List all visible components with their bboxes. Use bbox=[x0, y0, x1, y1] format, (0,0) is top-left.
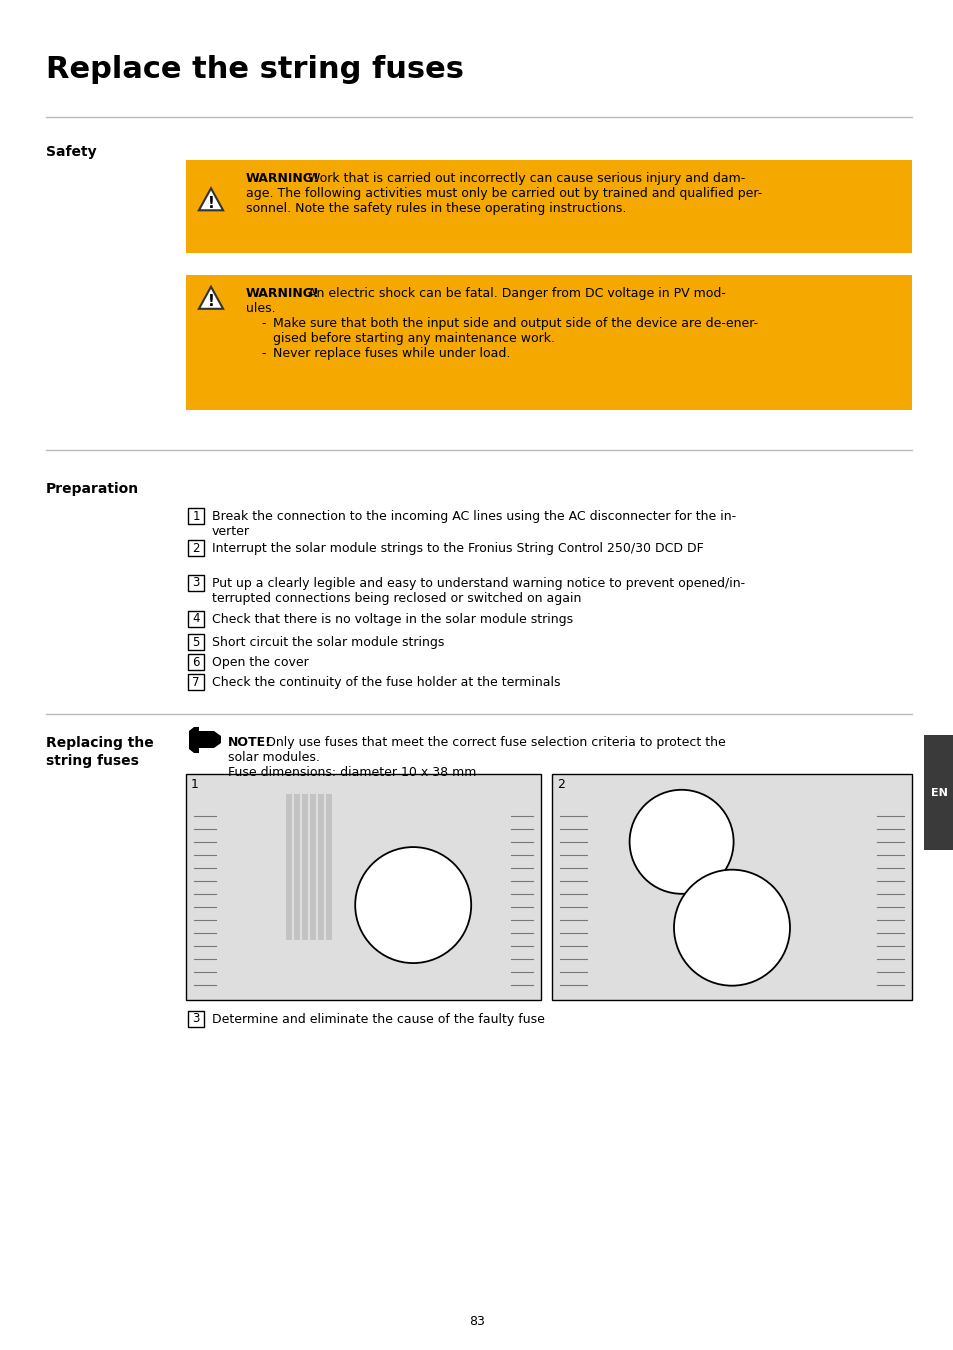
Text: sonnel. Note the safety rules in these operating instructions.: sonnel. Note the safety rules in these o… bbox=[246, 202, 626, 215]
Text: 1: 1 bbox=[191, 778, 198, 791]
Text: Short circuit the solar module strings: Short circuit the solar module strings bbox=[212, 636, 444, 649]
Bar bbox=[188, 508, 204, 524]
Text: 3: 3 bbox=[193, 576, 199, 590]
Text: ules.: ules. bbox=[246, 302, 275, 315]
Polygon shape bbox=[198, 286, 223, 309]
Circle shape bbox=[673, 869, 789, 985]
Polygon shape bbox=[198, 188, 223, 211]
Bar bbox=[188, 612, 204, 626]
Text: Interrupt the solar module strings to the Fronius String Control 250/30 DCD DF: Interrupt the solar module strings to th… bbox=[212, 541, 703, 555]
Text: !: ! bbox=[208, 294, 214, 309]
Polygon shape bbox=[189, 728, 221, 753]
Text: Make sure that both the input side and output side of the device are de-ener-: Make sure that both the input side and o… bbox=[273, 317, 758, 329]
Text: solar modules.: solar modules. bbox=[228, 751, 319, 764]
Circle shape bbox=[355, 846, 471, 963]
Text: An electric shock can be fatal. Danger from DC voltage in PV mod-: An electric shock can be fatal. Danger f… bbox=[304, 288, 725, 300]
Bar bbox=[294, 794, 299, 940]
Bar bbox=[188, 653, 204, 670]
Circle shape bbox=[629, 790, 733, 894]
Bar bbox=[188, 1011, 204, 1027]
Text: Replacing the: Replacing the bbox=[46, 736, 153, 751]
Text: 1: 1 bbox=[193, 509, 199, 522]
Text: gised before starting any maintenance work.: gised before starting any maintenance wo… bbox=[273, 332, 555, 346]
Bar bbox=[310, 794, 315, 940]
Bar bbox=[188, 674, 204, 690]
Text: NOTE!: NOTE! bbox=[228, 736, 272, 749]
Text: string fuses: string fuses bbox=[46, 755, 139, 768]
Bar bbox=[188, 540, 204, 556]
Bar bbox=[186, 275, 911, 410]
Text: -: - bbox=[261, 317, 265, 329]
Text: Fuse dimensions: diameter 10 x 38 mm: Fuse dimensions: diameter 10 x 38 mm bbox=[228, 765, 476, 779]
Text: 83: 83 bbox=[469, 1315, 484, 1328]
Text: Put up a clearly legible and easy to understand warning notice to prevent opened: Put up a clearly legible and easy to und… bbox=[212, 576, 744, 590]
Text: Check the continuity of the fuse holder at the terminals: Check the continuity of the fuse holder … bbox=[212, 676, 560, 688]
Text: WARNING!: WARNING! bbox=[246, 288, 319, 300]
Text: Safety: Safety bbox=[46, 144, 96, 159]
Text: Determine and eliminate the cause of the faulty fuse: Determine and eliminate the cause of the… bbox=[212, 1012, 544, 1026]
Bar bbox=[286, 794, 292, 940]
Bar bbox=[326, 794, 332, 940]
Text: 2: 2 bbox=[557, 778, 564, 791]
Text: Only use fuses that meet the correct fuse selection criteria to protect the: Only use fuses that meet the correct fus… bbox=[262, 736, 725, 749]
Bar bbox=[186, 161, 911, 252]
Bar bbox=[188, 575, 204, 591]
Text: WARNING!: WARNING! bbox=[246, 171, 319, 185]
Text: age. The following activities must only be carried out by trained and qualified : age. The following activities must only … bbox=[246, 188, 761, 200]
Bar bbox=[302, 794, 308, 940]
Text: 3: 3 bbox=[193, 1012, 199, 1026]
Text: Break the connection to the incoming AC lines using the AC disconnecter for the : Break the connection to the incoming AC … bbox=[212, 510, 736, 522]
Text: Replace the string fuses: Replace the string fuses bbox=[46, 55, 463, 84]
Bar bbox=[317, 794, 324, 940]
Text: Preparation: Preparation bbox=[46, 482, 139, 495]
Bar bbox=[923, 734, 953, 850]
Text: terrupted connections being reclosed or switched on again: terrupted connections being reclosed or … bbox=[212, 593, 580, 605]
Text: 7: 7 bbox=[193, 675, 199, 688]
Text: Never replace fuses while under load.: Never replace fuses while under load. bbox=[273, 347, 510, 360]
Text: !: ! bbox=[208, 196, 214, 211]
Text: Work that is carried out incorrectly can cause serious injury and dam-: Work that is carried out incorrectly can… bbox=[304, 171, 744, 185]
Bar bbox=[552, 774, 911, 1000]
Text: 5: 5 bbox=[193, 636, 199, 648]
Text: Open the cover: Open the cover bbox=[212, 656, 309, 670]
Text: 2: 2 bbox=[193, 541, 199, 555]
Text: verter: verter bbox=[212, 525, 250, 539]
Text: 4: 4 bbox=[193, 613, 199, 625]
Bar bbox=[188, 634, 204, 649]
Bar bbox=[186, 774, 540, 1000]
Text: EN: EN bbox=[929, 787, 946, 798]
Text: 6: 6 bbox=[193, 656, 199, 668]
Text: Check that there is no voltage in the solar module strings: Check that there is no voltage in the so… bbox=[212, 613, 573, 626]
Text: -: - bbox=[261, 347, 265, 360]
